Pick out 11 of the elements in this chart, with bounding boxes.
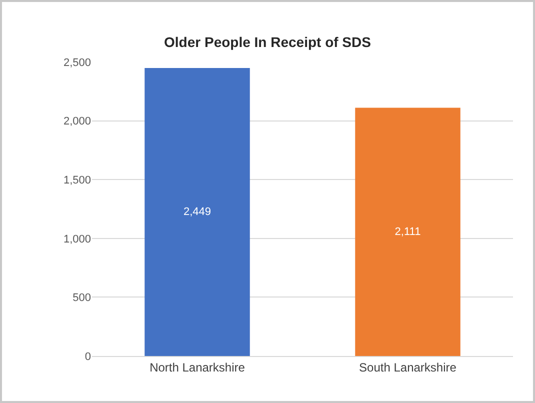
x-tick-label: North Lanarkshire bbox=[150, 360, 246, 374]
data-label: 2,449 bbox=[183, 206, 212, 218]
x-tick-label: South Lanarkshire bbox=[359, 360, 457, 374]
chart-title: Older People In Receipt of SDS bbox=[164, 34, 371, 50]
y-tick-label: 500 bbox=[72, 292, 91, 304]
y-tick-label: 1,000 bbox=[63, 233, 91, 246]
y-tick-label: 2,000 bbox=[63, 116, 91, 128]
y-tick-label: 0 bbox=[84, 350, 91, 363]
y-tick-label: 1,500 bbox=[63, 174, 91, 186]
y-tick-label: 2,500 bbox=[63, 56, 91, 69]
data-label: 2,111 bbox=[394, 226, 421, 238]
